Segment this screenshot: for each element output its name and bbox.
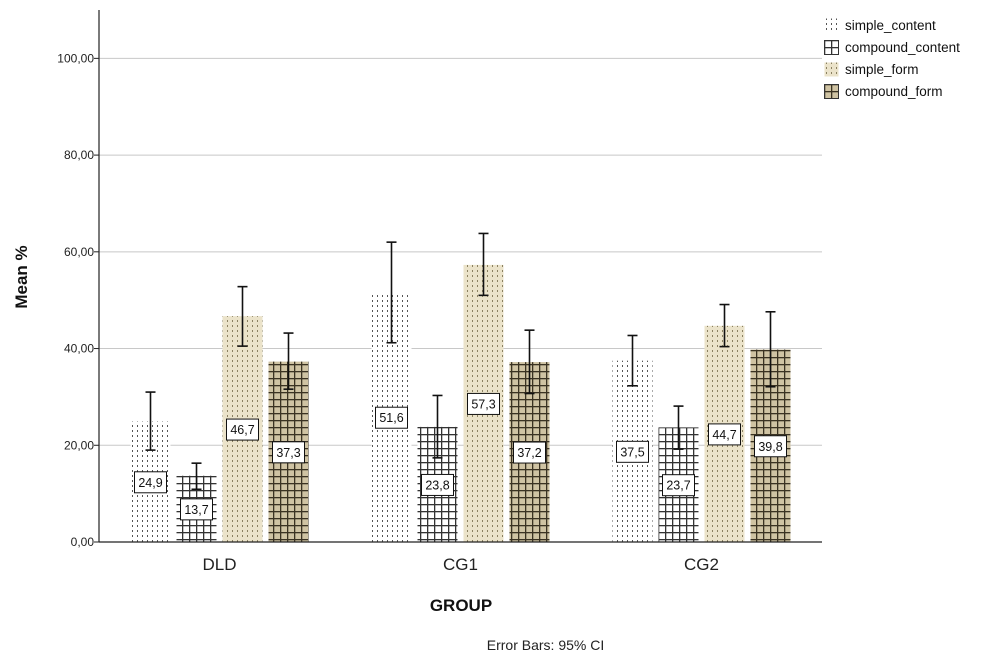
legend-swatch bbox=[824, 62, 839, 76]
y-tick-label: 20,00 bbox=[64, 438, 94, 452]
svg-text:23,7: 23,7 bbox=[666, 479, 690, 493]
data-label-compound_content-DLD: 13,7 bbox=[180, 498, 213, 521]
y-tick-label: 60,00 bbox=[64, 245, 94, 259]
y-tick-label: 100,00 bbox=[57, 51, 94, 65]
svg-text:57,3: 57,3 bbox=[471, 397, 495, 411]
svg-text:37,3: 37,3 bbox=[276, 446, 300, 460]
error-bar-simple_form-CG2 bbox=[719, 303, 730, 348]
error-bar-compound_content-DLD bbox=[191, 462, 202, 491]
svg-text:23,8: 23,8 bbox=[425, 478, 449, 492]
error-bar-simple_content-CG1 bbox=[386, 241, 397, 344]
data-label-compound_content-CG1: 23,8 bbox=[421, 473, 454, 496]
error-bar-simple_form-CG1 bbox=[478, 232, 489, 297]
data-labels: 24,9 13,7 46,7 37,3 51,6 23,8 57,3 37,2 37,5 23,7… bbox=[134, 392, 787, 521]
legend-label: simple_content bbox=[845, 17, 936, 33]
svg-text:13,7: 13,7 bbox=[184, 503, 208, 517]
legend-item-simple_content: simple_content bbox=[824, 14, 960, 36]
error-bars-footnote: Error Bars: 95% CI bbox=[486, 637, 605, 653]
svg-text:37,5: 37,5 bbox=[620, 445, 644, 459]
error-bar-compound_form-CG2 bbox=[765, 310, 776, 388]
legend-item-simple_form: simple_form bbox=[824, 58, 960, 80]
gridlines bbox=[99, 57, 822, 446]
data-label-simple_content-CG2: 37,5 bbox=[616, 440, 649, 463]
y-tick-label: 0,00 bbox=[71, 535, 95, 549]
svg-text:24,9: 24,9 bbox=[138, 476, 162, 490]
error-bar-compound_form-CG1 bbox=[524, 329, 535, 395]
legend-label: simple_form bbox=[845, 61, 919, 77]
y-tick-label: 80,00 bbox=[64, 148, 94, 162]
axes: 0,00 20,00 40,00 60,00 80,00 100,00 DLD CG1 CG2 bbox=[57, 10, 822, 574]
legend-item-compound_content: compound_content bbox=[824, 36, 960, 58]
data-label-simple_content-CG1: 51,6 bbox=[375, 406, 408, 429]
legend-item-compound_form: compound_form bbox=[824, 80, 960, 102]
data-label-simple_form-DLD: 46,7 bbox=[226, 418, 259, 441]
svg-text:37,2: 37,2 bbox=[517, 446, 541, 460]
data-label-compound_form-DLD: 37,3 bbox=[272, 441, 305, 464]
x-axis-title: GROUP bbox=[430, 596, 492, 615]
x-tick-label: CG2 bbox=[684, 555, 719, 574]
legend-label: compound_content bbox=[845, 39, 960, 55]
data-label-simple_form-CG1: 57,3 bbox=[467, 392, 500, 415]
error-bar-simple_form-DLD bbox=[237, 285, 248, 347]
legend-swatch bbox=[824, 83, 839, 99]
legend-swatch bbox=[824, 39, 839, 55]
error-bar-compound_content-CG2 bbox=[673, 405, 684, 450]
data-label-compound_content-CG2: 23,7 bbox=[662, 474, 695, 497]
data-label-compound_form-CG2: 39,8 bbox=[754, 435, 787, 458]
svg-text:51,6: 51,6 bbox=[379, 411, 403, 425]
data-label-simple_form-CG2: 44,7 bbox=[708, 423, 741, 446]
legend-swatch bbox=[824, 18, 839, 32]
legend: simple_content compound_content simple_for… bbox=[824, 14, 960, 102]
x-tick-label: DLD bbox=[202, 555, 236, 574]
error-bar-compound_content-CG1 bbox=[432, 394, 443, 459]
svg-text:46,7: 46,7 bbox=[230, 423, 254, 437]
error-bar-simple_content-DLD bbox=[145, 391, 156, 451]
bars bbox=[130, 264, 791, 542]
data-label-compound_form-CG1: 37,2 bbox=[513, 441, 546, 464]
error-bar-compound_form-DLD bbox=[283, 332, 294, 390]
legend-label: compound_form bbox=[845, 83, 943, 99]
y-tick-label: 40,00 bbox=[64, 342, 94, 356]
error-bars bbox=[145, 232, 776, 491]
y-axis-title: Mean % bbox=[12, 245, 31, 308]
error-bar-simple_content-CG2 bbox=[627, 334, 638, 387]
svg-text:44,7: 44,7 bbox=[712, 428, 736, 442]
data-label-simple_content-DLD: 24,9 bbox=[134, 471, 167, 494]
x-tick-label: CG1 bbox=[443, 555, 478, 574]
svg-text:39,8: 39,8 bbox=[758, 440, 782, 454]
